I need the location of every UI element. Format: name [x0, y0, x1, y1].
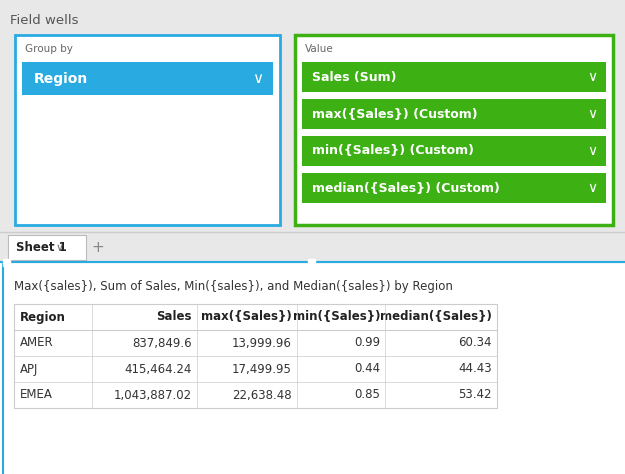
Text: Sales: Sales: [156, 310, 192, 323]
Text: Group by: Group by: [25, 44, 73, 54]
Text: EMEA: EMEA: [20, 389, 53, 401]
FancyBboxPatch shape: [302, 62, 606, 92]
FancyBboxPatch shape: [8, 235, 86, 260]
FancyBboxPatch shape: [295, 35, 613, 225]
Text: min({Sales}) (Custom): min({Sales}) (Custom): [312, 145, 474, 157]
Text: Field wells: Field wells: [10, 14, 79, 27]
FancyBboxPatch shape: [14, 304, 497, 408]
Text: 53.42: 53.42: [459, 389, 492, 401]
FancyBboxPatch shape: [302, 99, 606, 129]
Text: 837,849.6: 837,849.6: [132, 337, 192, 349]
FancyBboxPatch shape: [302, 173, 606, 203]
Text: 60.34: 60.34: [459, 337, 492, 349]
Text: Sheet 1: Sheet 1: [16, 241, 67, 254]
Text: ∨: ∨: [587, 181, 597, 195]
Text: 0.44: 0.44: [354, 363, 380, 375]
Text: 44.43: 44.43: [458, 363, 492, 375]
Text: 22,638.48: 22,638.48: [232, 389, 292, 401]
FancyBboxPatch shape: [22, 62, 273, 95]
Text: Value: Value: [305, 44, 334, 54]
Text: ∨: ∨: [587, 107, 597, 121]
Text: median({Sales}): median({Sales}): [380, 310, 492, 323]
Bar: [308, 259, 315, 266]
Text: APJ: APJ: [20, 363, 38, 375]
Bar: [0, 232, 625, 262]
Text: AMER: AMER: [20, 337, 54, 349]
Text: 0.99: 0.99: [354, 337, 380, 349]
Text: 415,464.24: 415,464.24: [124, 363, 192, 375]
Text: 0.85: 0.85: [354, 389, 380, 401]
FancyBboxPatch shape: [302, 136, 606, 166]
Text: min({Sales}): min({Sales}): [292, 310, 380, 323]
Text: ∨: ∨: [587, 70, 597, 84]
Text: Sales (Sum): Sales (Sum): [312, 71, 396, 83]
Text: 1,043,887.02: 1,043,887.02: [114, 389, 192, 401]
Text: max({Sales}): max({Sales}): [201, 310, 292, 323]
Bar: [0, 262, 625, 474]
Text: 13,999.96: 13,999.96: [232, 337, 292, 349]
Text: Region: Region: [20, 310, 66, 323]
Text: +: +: [92, 240, 104, 255]
Text: Region: Region: [34, 72, 88, 85]
Text: Max({sales}), Sum of Sales, Min({sales}), and Median({sales}) by Region: Max({sales}), Sum of Sales, Min({sales})…: [14, 280, 453, 293]
Text: 17,499.95: 17,499.95: [232, 363, 292, 375]
Text: max({Sales}) (Custom): max({Sales}) (Custom): [312, 108, 478, 120]
FancyBboxPatch shape: [15, 35, 280, 225]
Text: ∨: ∨: [253, 71, 264, 86]
Bar: [3, 259, 10, 266]
Text: ∨: ∨: [56, 243, 64, 253]
Text: ∨: ∨: [587, 144, 597, 158]
Text: median({Sales}) (Custom): median({Sales}) (Custom): [312, 182, 500, 194]
